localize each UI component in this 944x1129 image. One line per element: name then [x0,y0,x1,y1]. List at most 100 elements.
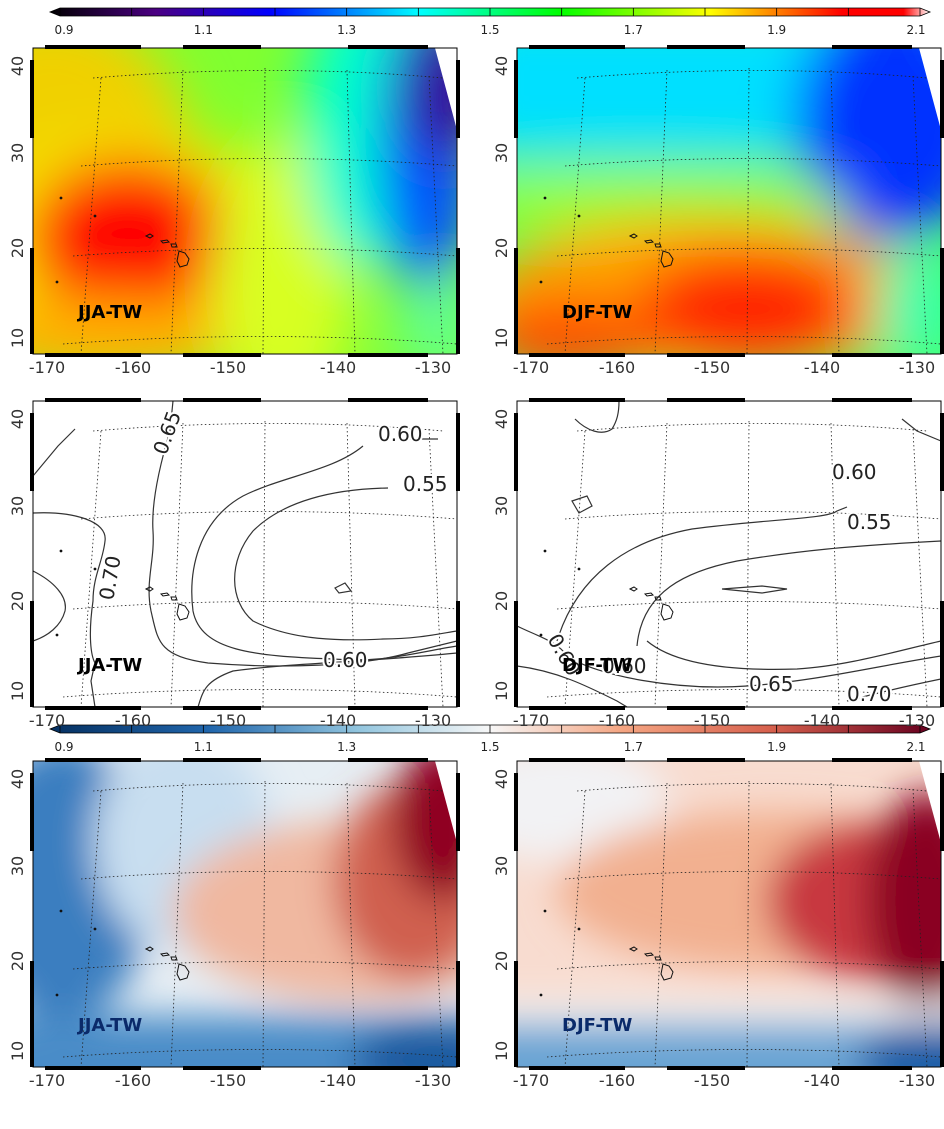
colorbar-tick-label: 2.1 [906,740,925,754]
lon-tick-label: -150 [694,358,730,377]
colorbar-tick-label: 1.5 [480,23,499,37]
lon-tick-label: -130 [899,711,935,730]
lat-tick-label: 20 [8,951,27,971]
contour-line [517,665,628,707]
lat-tick-label: 40 [492,409,511,429]
lat-tick-label: 40 [8,409,27,429]
contour-line [191,445,457,661]
colorbar-tick-label: 1.3 [337,23,356,37]
lat-tick-label: 30 [492,856,511,876]
lon-tick-label: -140 [320,1071,356,1090]
map-panel-row1-right: DJF-TW -170 -160 -150 -140 -130 10 20 30 40 [492,45,944,377]
lat-tick-label: 20 [8,591,27,611]
contour-lines [517,401,941,707]
contour-line [556,506,848,642]
colorbar-tick-label: 0.9 [54,23,73,37]
lon-tick-label: -150 [210,711,246,730]
projection-edge [435,48,457,130]
hawaii-islands [55,909,190,997]
lat-tick-label: 10 [8,681,27,701]
panel-label: JJA-TW [76,302,142,323]
lon-tick-label: -160 [599,358,635,377]
lon-tick-label: -170 [513,358,549,377]
field-background [517,401,941,707]
lon-tick-label: -150 [210,358,246,377]
lon-tick-label: -170 [513,1071,549,1090]
hawaii-islands [539,549,674,637]
colorbar-tick-label: 2.1 [906,23,925,37]
lat-tick-label: 20 [492,951,511,971]
lat-tick-label: 20 [492,591,511,611]
colorbar-tick-label: 1.7 [624,23,643,37]
colorbar-tick-label: 1.5 [480,740,499,754]
map-panel-row3-right: DJF-TW -170 -160 -150 -140 -130 10 20 30 40 [492,758,944,1090]
graticule [62,780,457,1067]
contour-label: 0.55 [403,472,448,496]
lon-tick-label: -130 [899,1071,935,1090]
frame-bars [30,398,460,710]
lat-tick-label: 10 [492,681,511,701]
colorbar-tick-label: 1.9 [767,23,786,37]
lat-tick-label: 10 [492,1041,511,1061]
colorbar-tick-label: 1.3 [337,740,356,754]
contour-line [148,401,457,667]
projection-edge [919,48,941,130]
lon-tick-label: -130 [415,1071,451,1090]
lon-tick-label: -170 [513,711,549,730]
lon-tick-label: -160 [115,1071,151,1090]
lat-tick-label: 30 [8,143,27,163]
panel-label: DJF-TW [562,655,632,676]
colorbar-tick-label: 1.9 [767,740,786,754]
lat-tick-label: 10 [8,1041,27,1061]
contour-line [33,570,66,642]
contour-lines [33,401,457,707]
field-shading [517,761,941,1067]
lon-tick-label: -130 [899,358,935,377]
lon-tick-label: -170 [29,358,65,377]
lat-tick-label: 30 [8,496,27,516]
contour-line [234,487,457,641]
lon-tick-label: -140 [804,1071,840,1090]
field-shading [33,761,457,1067]
contour-label: 0.65 [749,672,794,696]
lat-tick-label: 20 [8,238,27,258]
lon-tick-label: -140 [320,711,356,730]
field-background [33,401,457,707]
frame-bars [514,45,944,357]
frame-bars [514,758,944,1070]
lat-tick-label: 40 [492,56,511,76]
contour-label: 0.70 [847,682,892,706]
colorbar-tick-label: 1.7 [624,740,643,754]
lon-tick-label: -170 [29,1071,65,1090]
frame-bars [514,398,944,710]
lat-tick-label: 10 [492,328,511,348]
lon-tick-label: -160 [115,711,151,730]
contour-line [197,652,457,707]
lon-tick-label: -140 [804,711,840,730]
lon-tick-label: -130 [415,358,451,377]
lon-tick-label: -170 [29,711,65,730]
field-shading [517,48,941,354]
panel-label: DJF-TW [562,302,632,323]
lat-tick-label: 40 [8,56,27,76]
field-shading [33,48,457,354]
contour-line [574,401,620,433]
lat-tick-label: 30 [492,143,511,163]
lat-tick-label: 40 [492,769,511,789]
graticule [546,420,941,707]
frame-bars [30,758,460,1070]
contour-line [846,678,941,702]
lon-tick-label: -150 [694,1071,730,1090]
contour-label: 0.60 [323,648,368,672]
lat-tick-label: 40 [8,769,27,789]
panel-label: JJA-TW [76,655,142,676]
hawaii-islands [55,196,190,284]
map-panel-row1-left: JJA-TW -170 -160 -150 -140 -130 10 20 30 40 [8,45,460,377]
contour-line [33,512,106,707]
lon-tick-label: -160 [599,1071,635,1090]
graticule [546,67,941,354]
contour-label: 0.60 [378,422,423,446]
contour-line [646,640,941,670]
